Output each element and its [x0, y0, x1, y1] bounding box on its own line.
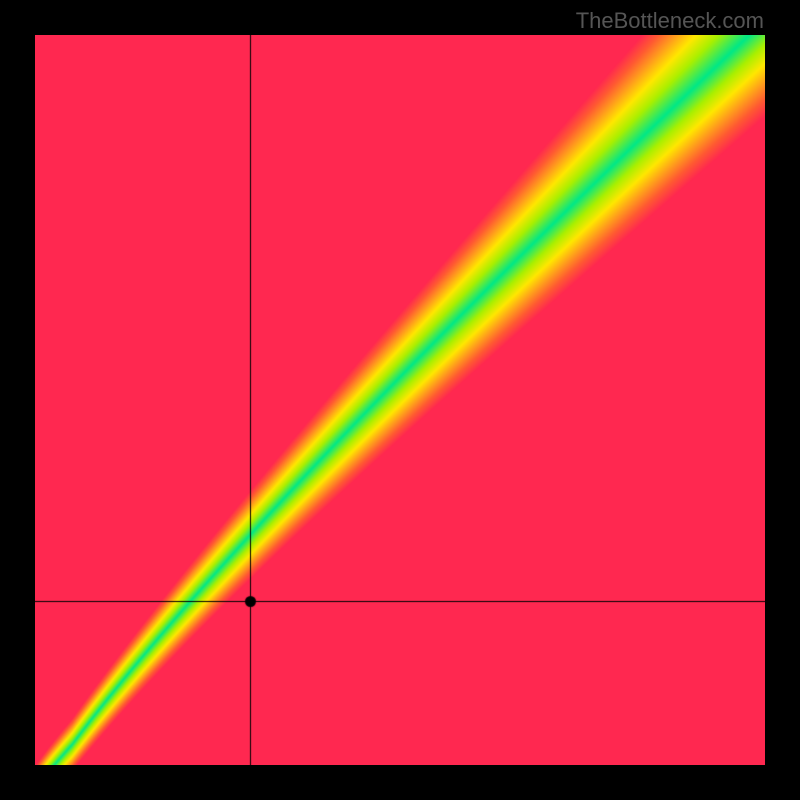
bottleneck-heatmap: [35, 35, 765, 765]
chart-container: TheBottleneck.com: [0, 0, 800, 800]
watermark-text: TheBottleneck.com: [576, 8, 764, 34]
